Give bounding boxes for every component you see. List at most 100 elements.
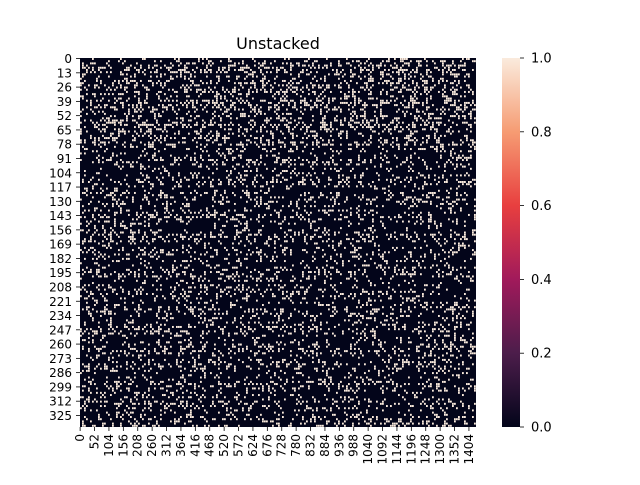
heatmap-cell — [446, 196, 448, 199]
heatmap-cell — [464, 156, 466, 159]
heatmap-cell — [198, 115, 200, 118]
heatmap-cell — [278, 314, 280, 317]
heatmap-cell — [352, 167, 354, 170]
heatmap-cell — [474, 205, 476, 208]
heatmap-cell — [414, 137, 416, 140]
heatmap-cell — [198, 172, 200, 175]
heatmap-cell — [468, 123, 470, 126]
heatmap-cell — [152, 271, 154, 274]
heatmap-cell — [196, 145, 198, 148]
heatmap-cell — [438, 137, 440, 140]
heatmap-cell — [332, 128, 334, 131]
heatmap-cell — [400, 260, 402, 263]
heatmap-cell — [94, 141, 96, 144]
heatmap-cell — [250, 86, 252, 89]
heatmap-cell — [360, 150, 362, 153]
heatmap-cell — [414, 86, 416, 89]
heatmap-cell — [116, 242, 118, 245]
heatmap-cell — [286, 325, 288, 328]
heatmap-cell — [454, 104, 456, 107]
heatmap-cell — [232, 216, 234, 219]
heatmap-cell — [218, 104, 220, 107]
heatmap-cell — [296, 200, 298, 203]
heatmap-cell — [354, 128, 356, 131]
heatmap-cell — [290, 159, 292, 162]
heatmap-cell — [324, 115, 326, 118]
heatmap-cell — [282, 95, 284, 98]
heatmap-cell — [314, 104, 316, 107]
heatmap-cell — [122, 224, 124, 227]
heatmap-cell — [158, 220, 160, 223]
heatmap-cell — [146, 101, 148, 104]
heatmap-cell — [164, 137, 166, 140]
heatmap-cell — [460, 244, 462, 247]
heatmap-cell — [306, 73, 308, 76]
heatmap-cell — [292, 301, 294, 304]
heatmap-cell — [410, 139, 412, 142]
heatmap-cell — [314, 101, 316, 104]
heatmap-cell — [186, 222, 188, 225]
heatmap-cell — [446, 200, 448, 203]
heatmap-cell — [242, 213, 244, 216]
heatmap-cell — [310, 235, 312, 238]
heatmap-cell — [330, 266, 332, 269]
heatmap-cell — [458, 156, 460, 159]
heatmap-cell — [382, 82, 384, 85]
heatmap-cell — [306, 159, 308, 162]
heatmap-cell — [200, 317, 202, 320]
heatmap-cell — [424, 288, 426, 291]
heatmap-cell — [196, 88, 198, 91]
heatmap-cell — [448, 266, 450, 269]
heatmap-cell — [354, 246, 356, 249]
heatmap-cell — [374, 187, 376, 190]
heatmap-cell — [266, 181, 268, 183]
heatmap-cell — [350, 75, 352, 78]
heatmap-cell — [196, 176, 198, 179]
heatmap-cell — [122, 62, 124, 65]
heatmap-cell — [320, 110, 322, 113]
heatmap-cell — [360, 108, 362, 111]
heatmap-cell — [390, 235, 392, 238]
heatmap-cell — [96, 268, 98, 271]
heatmap-cell — [428, 213, 430, 216]
heatmap-cell — [244, 191, 246, 194]
heatmap-cell — [98, 172, 100, 175]
heatmap-cell — [332, 286, 334, 289]
heatmap-cell — [114, 137, 116, 140]
heatmap-cell — [166, 194, 168, 197]
heatmap-cell — [360, 198, 362, 201]
heatmap-cell — [372, 253, 374, 256]
heatmap-cell — [216, 139, 218, 142]
heatmap-cell — [234, 218, 236, 221]
heatmap-cell — [354, 90, 356, 93]
heatmap-cell — [468, 75, 470, 78]
heatmap-cell — [216, 295, 218, 298]
heatmap-cell — [84, 187, 86, 190]
heatmap-cell — [398, 213, 400, 216]
heatmap-cell — [134, 75, 136, 78]
heatmap-cell — [382, 306, 384, 309]
heatmap-cell — [264, 60, 266, 63]
heatmap-cell — [406, 176, 408, 179]
heatmap-cell — [322, 295, 324, 298]
heatmap-cell — [106, 293, 108, 295]
heatmap-cell — [114, 108, 116, 111]
heatmap-cell — [364, 101, 366, 104]
heatmap-cell — [450, 88, 452, 91]
heatmap-cell — [124, 112, 126, 115]
heatmap-cell — [358, 156, 360, 159]
heatmap-cell — [114, 222, 116, 225]
heatmap-cell — [166, 216, 168, 219]
heatmap-cell — [290, 64, 292, 67]
heatmap-cell — [306, 101, 308, 104]
heatmap-cell — [120, 211, 122, 214]
heatmap-cell — [290, 84, 292, 87]
heatmap-cell — [470, 123, 472, 126]
heatmap-cell — [156, 75, 158, 78]
heatmap-cell — [242, 189, 244, 192]
heatmap-cell — [286, 295, 288, 298]
heatmap-cell — [276, 117, 278, 120]
heatmap-cell — [302, 90, 304, 93]
heatmap-cell — [154, 159, 156, 162]
heatmap-cell — [394, 178, 396, 181]
